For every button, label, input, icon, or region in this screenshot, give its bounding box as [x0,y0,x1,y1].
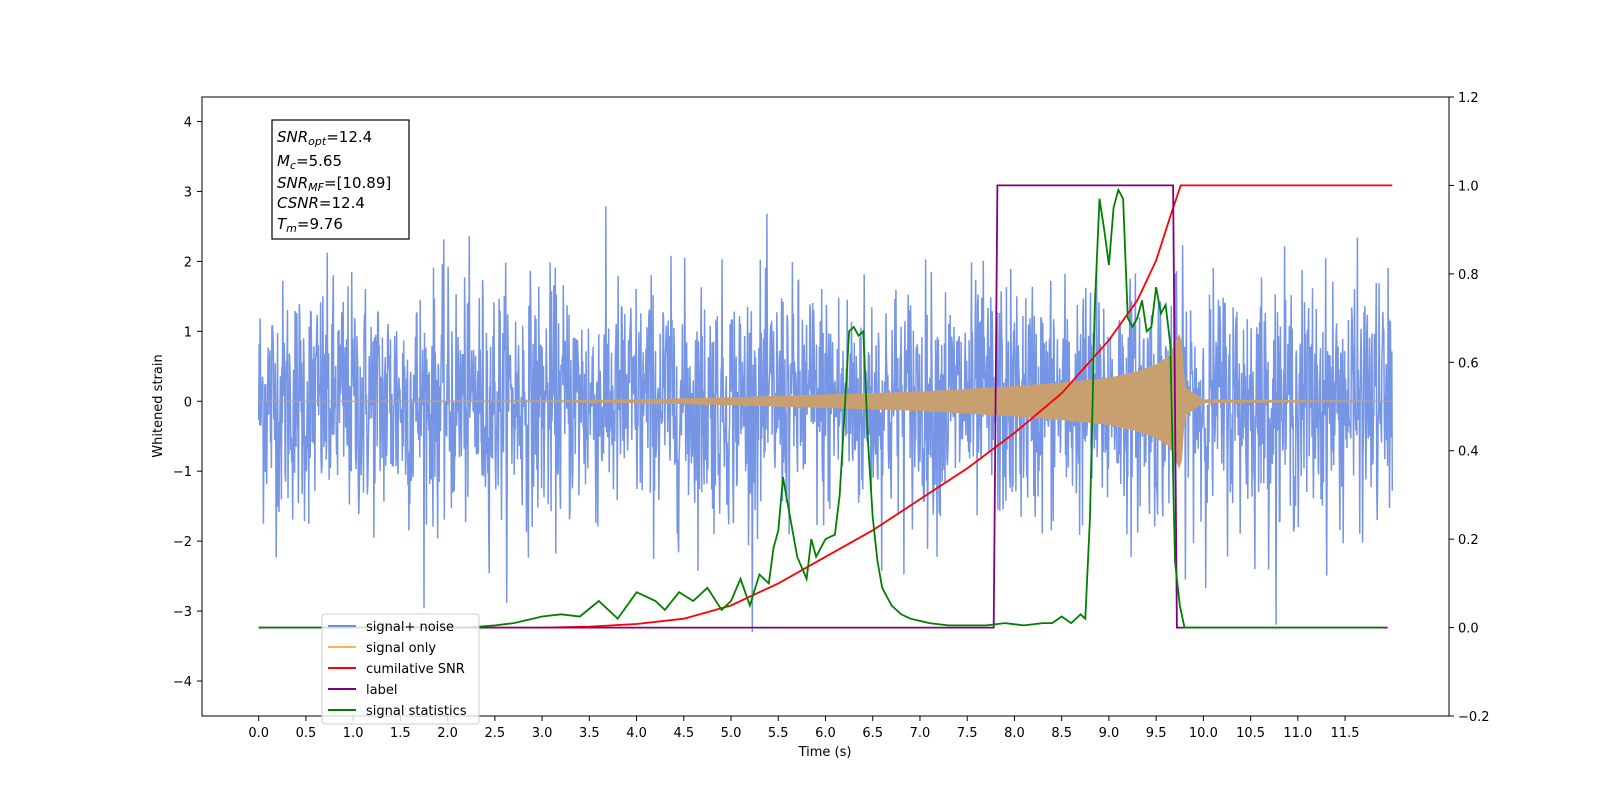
y-axis-label: Whitened strain [151,354,166,457]
x-tick-label: 8.5 [1051,726,1072,741]
x-tick-label: 11.5 [1331,726,1360,741]
legend-label-cumulative-snr: cumilative SNR [366,662,465,677]
x-tick-label: 0.0 [248,726,269,741]
x-tick-label: 4.0 [626,726,647,741]
series-signal-noise-line [257,206,1394,633]
x-tick-label: 1.0 [343,726,364,741]
series-cumilative-snr-line [447,184,1393,629]
y2-tick-label: 1.2 [1458,91,1479,106]
x-tick-label: 2.0 [437,726,458,741]
annotation-csnr: CSNR=12.4 [277,194,365,212]
legend-label-label: label [366,683,397,698]
x-tick-label: 7.5 [957,726,978,741]
x-tick-label: 9.0 [1099,726,1120,741]
y-tick-label: −4 [173,675,192,690]
y2-tick-label: 0.0 [1458,622,1479,637]
y-tick-label: 3 [184,185,192,200]
annotation-snr-mf: SNRMF=[10.89] [277,174,391,194]
x-tick-label: 11.0 [1283,726,1312,741]
y2-tick-label: 0.6 [1458,356,1479,371]
x-tick-label: 3.0 [532,726,553,741]
legend-label-signal-only: signal only [366,641,436,656]
y2-tick-label: 0.4 [1458,445,1479,460]
x-tick-label: 3.5 [579,726,600,741]
x-tick-label: 9.5 [1146,726,1167,741]
y-tick-label: 2 [184,255,192,270]
y-tick-label: 4 [184,115,192,130]
x-tick-label: 5.0 [721,726,742,741]
y-tick-label: 0 [184,395,192,410]
y-tick-label: −2 [173,535,192,550]
x-tick-label: 6.5 [862,726,883,741]
x-tick-label: 0.5 [296,726,317,741]
x-tick-label: 10.5 [1236,726,1265,741]
legend-label-signal-noise: signal+ noise [366,620,454,635]
plot-area [257,184,1394,633]
x-tick-label: 10.0 [1189,726,1218,741]
series-signal-statistics-line [258,187,1383,629]
annotation-mc: Mc=5.65 [277,152,342,172]
x-axis-label: Time (s) [798,745,852,760]
x-tick-label: 1.5 [390,726,411,741]
y2-tick-label: −0.2 [1458,710,1490,725]
axes: 0.0 0.5 1.0 1.5 2.0 2.5 3.0 3.5 4.0 4.5 5.0 5.5 6.0 6… [173,91,1490,741]
x-tick-label: 2.5 [485,726,506,741]
series-signal-only-line [258,333,1393,470]
x-tick-label: 7.0 [910,726,931,741]
annotation-box: SNRopt=12.4 Mc=5.65 SNRMF=[10.89] CSNR=1… [271,119,410,240]
y2-tick-label: 1.0 [1458,179,1479,194]
y-tick-label: −3 [173,605,192,620]
annotation-tm: Tm=9.76 [277,215,343,235]
annotation-snr-opt: SNRopt=12.4 [277,128,372,148]
y2-tick-label: 0.2 [1458,533,1479,548]
y-tick-label: −1 [173,465,192,480]
x-tick-label: 4.5 [673,726,694,741]
legend-label-signal-statistics: signal statistics [366,704,467,719]
x-tick-label: 8.0 [1004,726,1025,741]
x-tick-label: 5.5 [768,726,789,741]
x-tick-label: 6.0 [815,726,836,741]
y2-tick-label: 0.8 [1458,268,1479,283]
y-tick-label: 1 [184,325,192,340]
legend: signal+ noise signal only cumilative SNR… [321,613,480,725]
